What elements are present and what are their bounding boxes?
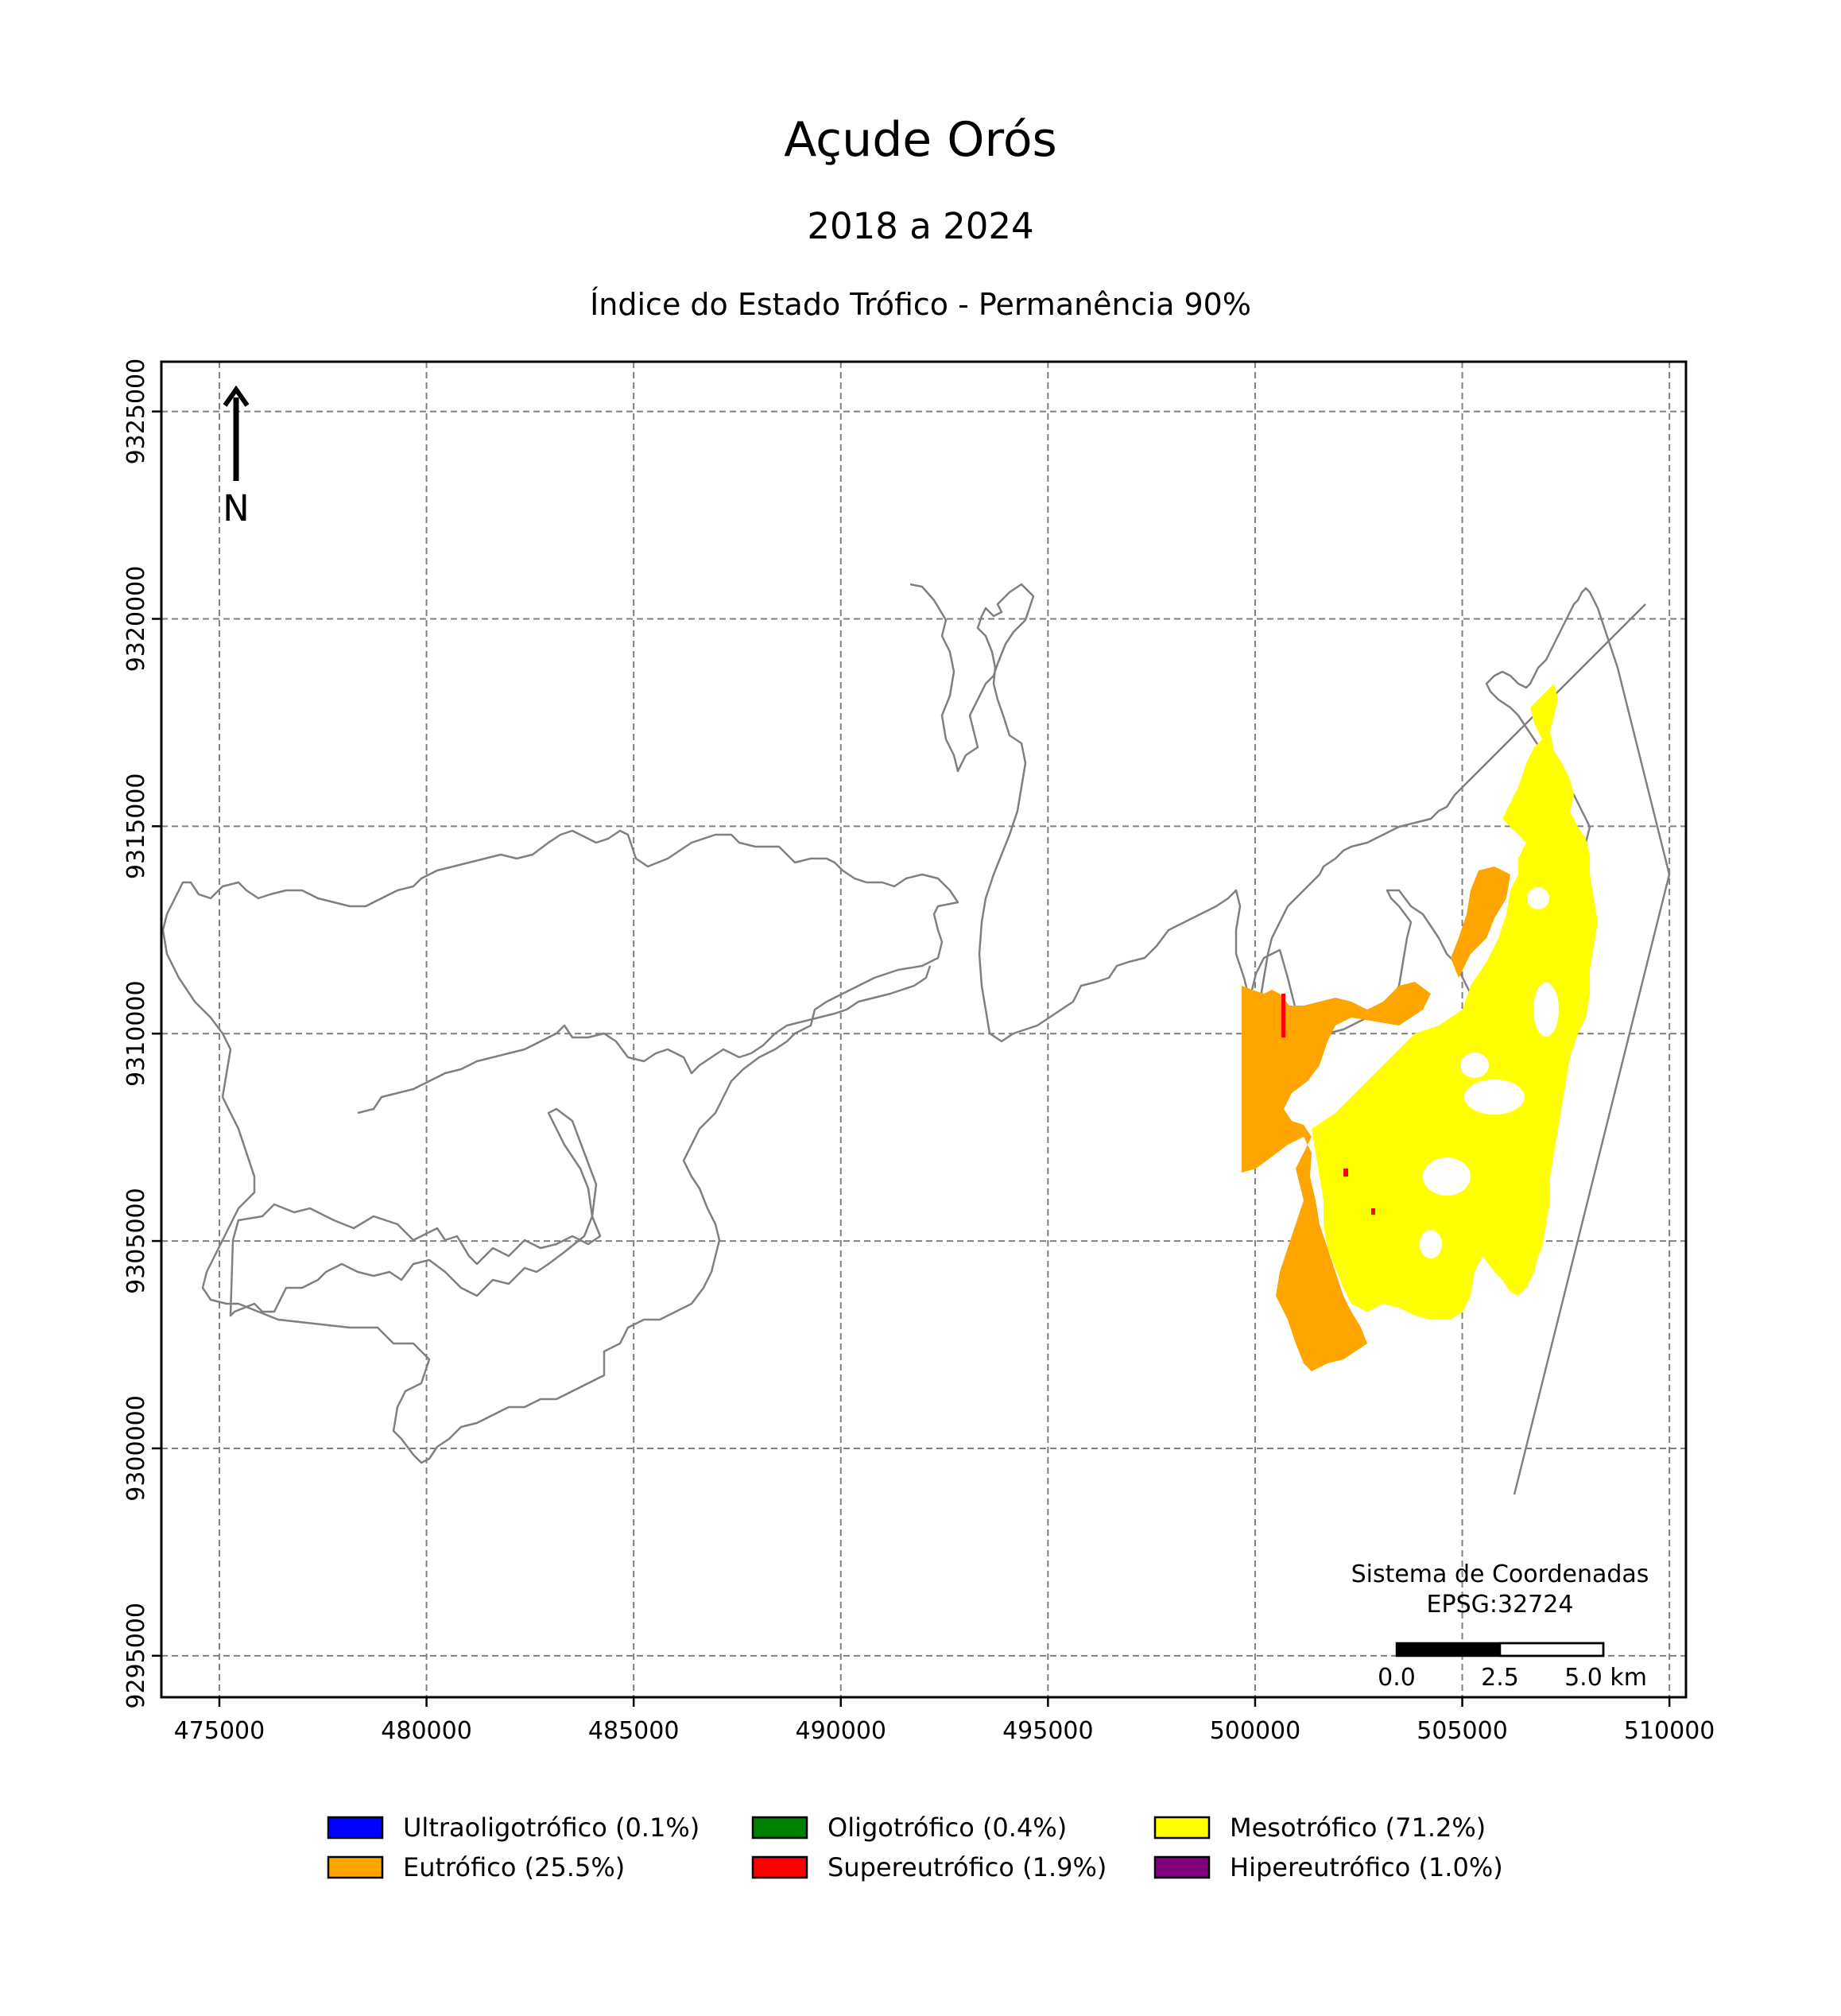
legend-label: Oligotrófico (0.4%): [827, 1812, 1067, 1843]
reservoir-outline-east: [909, 583, 1646, 1043]
scale-label-1: 2.5: [1481, 1664, 1519, 1692]
eutrophic-north-arm: [1451, 866, 1510, 978]
trophic-raster: [1242, 684, 1598, 1371]
gap-2: [1423, 1157, 1471, 1196]
legend-item-supereutrofico: Supereutrófico (1.9%): [751, 1852, 1107, 1882]
y-tick-label: 9305000: [122, 1188, 150, 1294]
y-tick-label: 9295000: [122, 1603, 150, 1709]
map-title: Açude Orós: [784, 112, 1057, 168]
north-arrow-icon: [223, 385, 250, 481]
x-tick-label: 480000: [381, 1717, 472, 1745]
gap-5: [1527, 887, 1549, 909]
legend-swatch: [1153, 1816, 1211, 1840]
y-tick-label: 9325000: [122, 359, 150, 465]
reservoir-outline-trophic: [1250, 587, 1671, 1495]
x-tick-label: 475000: [174, 1717, 265, 1745]
scale-label-2: 5.0 km: [1564, 1664, 1647, 1692]
x-tick-label: 500000: [1210, 1717, 1301, 1745]
legend-item-ultraoligotrofico: Ultraoligotrófico (0.1%): [327, 1812, 700, 1843]
y-axis: 9295000 9300000 9305000 9310000 9315000 93200…: [122, 359, 161, 1709]
gap-4: [1460, 1053, 1489, 1078]
legend-label: Mesotrófico (71.2%): [1230, 1812, 1486, 1843]
scale-bar-frame: [1395, 1642, 1605, 1657]
legend-swatch: [327, 1816, 384, 1840]
x-tick-label: 505000: [1417, 1717, 1508, 1745]
gap-3: [1533, 983, 1559, 1037]
map-panel: 475000 480000 485000 490000 495000 500000 5050…: [122, 359, 1715, 1745]
reservoir-outline: [161, 829, 959, 1464]
y-tick-label: 9320000: [122, 566, 150, 673]
legend-label: Supereutrófico (1.9%): [827, 1852, 1107, 1882]
gap-6: [1420, 1230, 1442, 1258]
map-subtitle: 2018 a 2024: [807, 205, 1033, 247]
legend-item-hipereutrofico: Hipereutrófico (1.0%): [1153, 1852, 1503, 1882]
white-gaps: [1420, 887, 1559, 1258]
eutrophic-area: [1242, 982, 1431, 1371]
y-tick-label: 9310000: [122, 980, 150, 1087]
legend-label: Hipereutrófico (1.0%): [1230, 1852, 1503, 1882]
reservoir-outline-main: [357, 965, 932, 1115]
red-patch-1: [1281, 994, 1285, 1037]
scale-bar: 0.0 2.5 5.0 km: [1378, 1642, 1647, 1692]
y-tick-label: 9315000: [122, 773, 150, 880]
index-title: Índice do Estado Trófico - Permanência 9…: [590, 287, 1251, 322]
scale-label-0: 0.0: [1378, 1664, 1416, 1692]
legend: Ultraoligotrófico (0.1%) Eutrófico (25.5…: [327, 1812, 1503, 1882]
x-tick-label: 510000: [1624, 1717, 1715, 1745]
mesotrophic-area: [1312, 684, 1598, 1320]
legend-item-mesotrofico: Mesotrófico (71.2%): [1153, 1812, 1486, 1843]
x-tick-label: 485000: [588, 1717, 680, 1745]
red-patches: [1281, 994, 1375, 1215]
north-label: N: [223, 487, 250, 529]
scale-bar-white-segment: [1498, 1642, 1605, 1657]
legend-swatch: [1153, 1855, 1211, 1879]
red-patch-2: [1343, 1169, 1348, 1177]
legend-item-eutrofico: Eutrófico (25.5%): [327, 1852, 625, 1882]
crs-label: Sistema de Coordenadas: [1351, 1560, 1649, 1588]
x-tick-label: 495000: [1002, 1717, 1094, 1745]
legend-swatch: [751, 1816, 808, 1840]
grid: [161, 362, 1686, 1697]
scale-bar-black-segment: [1397, 1643, 1500, 1656]
legend-item-oligotrofico: Oligotrófico (0.4%): [751, 1812, 1067, 1843]
x-tick-label: 490000: [795, 1717, 886, 1745]
gap-1: [1464, 1080, 1525, 1115]
x-axis: 475000 480000 485000 490000 495000 500000 5050…: [174, 1697, 1715, 1745]
red-patch-3: [1371, 1208, 1375, 1215]
legend-swatch: [327, 1855, 384, 1879]
legend-label: Eutrófico (25.5%): [403, 1852, 625, 1882]
plot-frame: [160, 360, 1688, 1699]
legend-swatch: [751, 1855, 808, 1879]
y-tick-label: 9300000: [122, 1395, 150, 1502]
north-arrow: N: [223, 385, 250, 529]
legend-label: Ultraoligotrófico (0.1%): [403, 1812, 700, 1843]
crs-code: EPSG:32724: [1427, 1591, 1574, 1619]
